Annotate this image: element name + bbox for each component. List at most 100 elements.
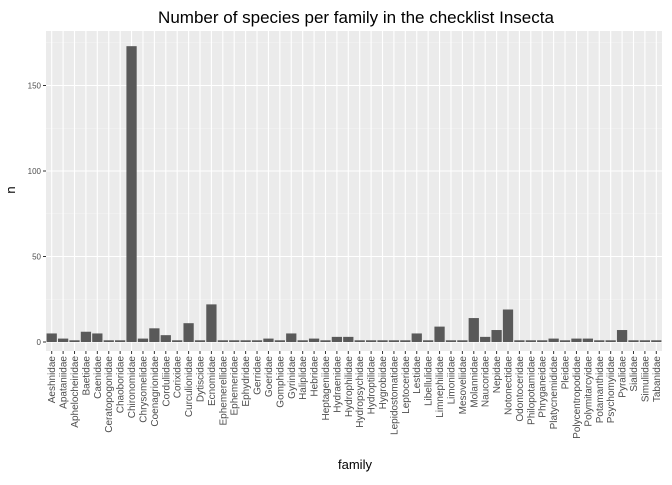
bar	[229, 340, 240, 342]
x-tick-label: Philopotamidae	[526, 356, 537, 425]
x-tick-label: Limoniidae	[446, 356, 457, 405]
bar	[445, 340, 457, 342]
x-tick-label: Goeridae	[264, 356, 275, 398]
x-tick-label: Caenidae	[93, 356, 104, 399]
bar	[411, 333, 422, 342]
bar	[514, 340, 525, 342]
x-tick-label: Corduliidae	[161, 356, 172, 407]
bar	[137, 338, 149, 342]
bar	[194, 340, 206, 342]
bar	[343, 336, 354, 342]
bar	[480, 336, 491, 342]
x-tick-label: Polycentropodidae	[572, 356, 583, 439]
bar	[320, 340, 331, 342]
bar	[251, 340, 263, 342]
bar	[308, 338, 320, 342]
bar	[582, 338, 593, 342]
bar	[594, 340, 605, 342]
x-tick-label: Potamanthidae	[595, 356, 606, 424]
x-tick-label: Libellulidae	[424, 356, 435, 406]
x-tick-label: Dytiscidae	[196, 356, 207, 403]
x-tick-label: Lestidae	[412, 356, 423, 394]
y-tick-label: 50	[32, 253, 41, 262]
x-tick-label: Tabanidae	[652, 356, 663, 403]
x-tick-label: Aeshnidae	[47, 356, 58, 404]
bar	[217, 340, 228, 342]
x-tick-label: Gomphidae	[275, 356, 286, 408]
bar	[263, 338, 274, 342]
bar	[103, 340, 114, 342]
x-tick-label: Leptoceridae	[401, 356, 412, 414]
plot-panel	[46, 31, 662, 351]
bar	[126, 46, 137, 343]
x-tick-label: Pleidae	[561, 356, 572, 390]
bar	[468, 318, 479, 342]
x-tick-label: Pyralidae	[618, 356, 629, 398]
bar	[115, 340, 126, 342]
bar	[559, 340, 571, 342]
bar	[69, 340, 80, 342]
x-axis: Aeshnidae Apataniidae Aphelocheiridae Baeti…	[47, 351, 663, 439]
y-axis-title: n	[3, 186, 18, 193]
bar	[571, 338, 582, 342]
x-tick-label: Hydrophilidae	[344, 356, 355, 418]
bar	[400, 340, 411, 342]
x-tick-label: Odontoceridae	[515, 356, 526, 422]
bar	[423, 340, 434, 342]
bar	[388, 340, 400, 342]
x-tick-label: Chrysomelidae	[138, 356, 149, 423]
x-tick-label: Coenagrionidae	[150, 356, 161, 427]
grid-lines	[46, 31, 662, 351]
x-tick-label: Mesoveliidae	[458, 356, 469, 415]
x-tick-label: Phryganeidae	[538, 356, 549, 418]
bar	[628, 340, 639, 342]
x-axis-title: family	[338, 457, 372, 472]
x-tick-label: Lepidostomatidae	[389, 356, 400, 435]
bar	[297, 340, 308, 342]
bar	[457, 340, 468, 342]
bar	[537, 340, 548, 342]
x-tick-label: Sialidae	[629, 356, 640, 392]
bar	[240, 340, 251, 342]
bar	[616, 330, 628, 342]
x-tick-label: Molannidae	[469, 356, 480, 408]
bar	[548, 338, 559, 342]
x-tick-label: Nepidae	[492, 356, 503, 394]
bar	[206, 304, 217, 342]
x-tick-label: Hydraenidae	[332, 356, 343, 413]
bar	[502, 309, 514, 342]
bar	[434, 326, 445, 342]
x-tick-label: Baetidae	[81, 356, 92, 396]
bar	[354, 340, 365, 342]
bar	[46, 333, 57, 342]
x-tick-label: Polymitarcyidae	[583, 356, 594, 427]
x-tick-label: Gyrinidae	[287, 356, 298, 399]
bar	[57, 338, 69, 342]
bar	[639, 340, 651, 342]
x-tick-label: Hebridae	[310, 356, 321, 397]
bar	[160, 335, 171, 342]
bar	[92, 333, 103, 342]
x-tick-label: Ephemeridae	[230, 356, 241, 416]
x-tick-label: Platycnemididae	[549, 356, 560, 430]
y-tick-label: 0	[37, 338, 42, 347]
bar	[172, 340, 183, 342]
chart-title: Number of species per family in the chec…	[158, 8, 554, 27]
y-tick-label: 100	[28, 167, 42, 176]
x-tick-label: Hygrobiidae	[378, 356, 389, 410]
x-tick-label: Ceratopogonidae	[104, 356, 115, 433]
x-tick-label: Gerridae	[253, 356, 264, 395]
x-tick-label: Aphelocheiridae	[70, 356, 81, 428]
bar	[491, 330, 502, 342]
bar	[274, 340, 285, 342]
bars	[46, 46, 662, 343]
x-tick-label: Chaoboridae	[116, 356, 127, 414]
bar	[149, 328, 160, 342]
bar	[605, 340, 616, 342]
y-axis: 0 50 100 150	[28, 82, 46, 347]
x-tick-label: Chironomidae	[127, 356, 138, 419]
bar	[286, 333, 297, 342]
x-tick-label: Ephydridae	[241, 356, 252, 407]
